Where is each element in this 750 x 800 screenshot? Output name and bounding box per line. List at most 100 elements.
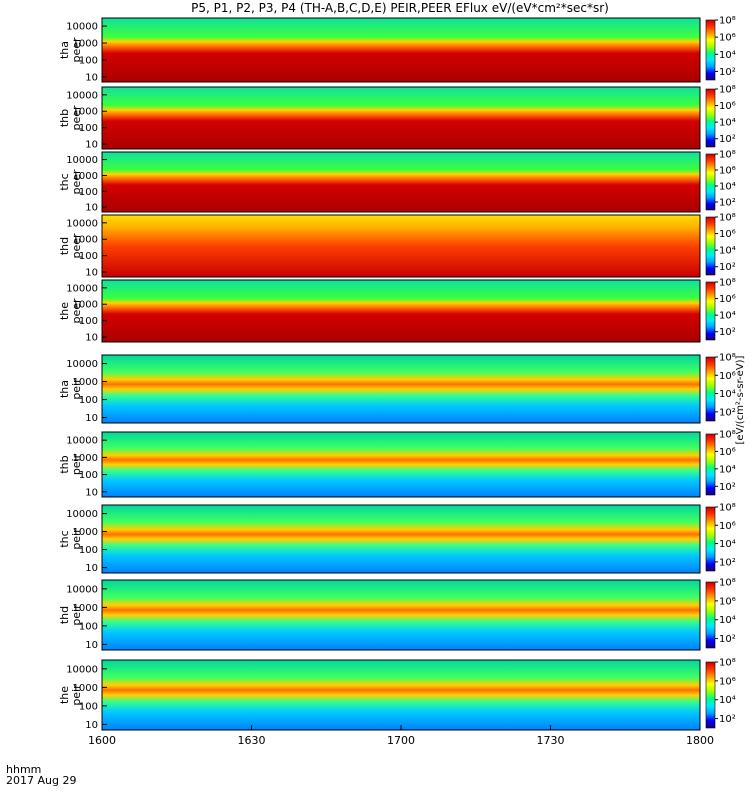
panel-y-label: thdpeer: [58, 233, 83, 259]
colorbar-tick-label: 10⁸: [719, 85, 736, 96]
colorbar-tick-label: 10⁸: [719, 658, 736, 669]
colorbar-tick-label: 10⁴: [719, 464, 736, 475]
colorbar: [705, 216, 716, 276]
panel-y-label: thcpeir: [58, 528, 83, 550]
x-tick-label: 1700: [387, 734, 415, 747]
colorbar-unit-label: [eV/(cm²-s-sr-eV)]: [735, 355, 746, 444]
y-tick-label: 1000: [73, 453, 98, 464]
panel-the-peir: 10 100 1000 10000 thepeir 10² 10⁴ 10⁶ 10⁸: [58, 658, 736, 731]
y-tick-label: 1000: [73, 300, 98, 311]
colorbar-tick-label: 10⁶: [719, 166, 736, 177]
panel-frame: [101, 151, 701, 213]
x-axis-date-label: 2017 Aug 29: [6, 774, 77, 787]
spectrogram-image: [102, 152, 700, 212]
colorbar-tick-label: 10⁴: [719, 182, 736, 193]
panel-frame: [101, 504, 701, 574]
y-tick-label: 10: [85, 268, 98, 279]
y-tick-label: 100: [79, 470, 98, 481]
colorbar-tick-label: 10²: [719, 634, 736, 645]
panel-y-label: thbpeir: [58, 453, 83, 475]
colorbar-tick-label: 10⁴: [719, 389, 736, 400]
y-tick-label: 1000: [73, 171, 98, 182]
colorbar-tick-label: 10⁸: [719, 503, 736, 514]
colorbar-tick-label: 10⁴: [719, 246, 736, 257]
spectrogram-image: [102, 432, 700, 497]
panel-tha-peir: 10 100 1000 10000 thapeir 10² 10⁴ 10⁶ 10⁸: [58, 353, 736, 425]
colorbar-tick-label: 10²: [719, 67, 736, 78]
panel-y-label: thcpeer: [58, 169, 83, 195]
colorbar-tick-label: 10⁴: [719, 695, 736, 706]
y-tick-label: 10: [85, 140, 98, 151]
spectrogram-image: [102, 355, 700, 423]
x-tick-label: 1800: [686, 734, 714, 747]
panel-y-label: thapeir: [58, 378, 83, 400]
y-tick-label: 10: [85, 640, 98, 651]
colorbar-tick-label: 10⁶: [719, 447, 736, 458]
colorbar-tick-label: 10⁴: [719, 50, 736, 61]
colorbar-tick-label: 10⁸: [719, 353, 736, 364]
panel-y-label: thepeir: [58, 684, 83, 706]
colorbar: [705, 19, 716, 81]
panel-thd-peir: 10 100 1000 10000 thdpeir 10² 10⁴ 10⁶ 10⁸: [58, 578, 736, 651]
y-tick-label: 10: [85, 72, 98, 83]
panel-y-label: thbpeer: [58, 105, 83, 131]
y-tick-label: 10000: [66, 664, 98, 675]
y-tick-label: 100: [79, 187, 98, 198]
y-tick-label: 100: [79, 395, 98, 406]
panel-frame: [101, 86, 701, 150]
y-tick-label: 10: [85, 563, 98, 574]
colorbar-tick-label: 10⁸: [719, 150, 736, 161]
colorbar-tick-label: 10⁶: [719, 371, 736, 382]
colorbar-tick-label: 10⁴: [719, 615, 736, 626]
panel-thd-peer: 10 100 1000 10000 thdpeer 10² 10⁴ 10⁶ 10⁸: [58, 213, 736, 279]
y-tick-label: 10: [85, 203, 98, 214]
y-tick-label: 1000: [73, 527, 98, 538]
colorbar-tick-label: 10⁶: [719, 676, 736, 687]
colorbar: [705, 281, 716, 341]
panel-frame: [101, 279, 701, 343]
panel-frame: [101, 17, 701, 83]
colorbar-tick-label: 10⁶: [719, 33, 736, 44]
colorbar-tick-label: 10⁸: [719, 278, 736, 289]
panel-y-label: thepeer: [58, 298, 83, 324]
colorbar: [705, 433, 716, 496]
y-tick-label: 10000: [66, 584, 98, 595]
colorbar: [705, 581, 716, 649]
colorbar-tick-label: 10⁶: [719, 101, 736, 112]
y-tick-label: 100: [79, 123, 98, 134]
y-tick-label: 10: [85, 720, 98, 731]
colorbar-tick-label: 10⁶: [719, 596, 736, 607]
spectrogram-image: [102, 87, 700, 149]
colorbar-tick-label: 10²: [719, 482, 736, 493]
y-tick-label: 10000: [66, 359, 98, 370]
spectrogram-image: [102, 660, 700, 730]
y-tick-label: 100: [79, 701, 98, 712]
y-tick-label: 1000: [73, 107, 98, 118]
spectrogram-image: [102, 215, 700, 277]
y-tick-label: 10000: [66, 155, 98, 166]
y-tick-label: 1000: [73, 683, 98, 694]
panel-y-label: thdpeir: [58, 604, 83, 626]
panel-the-peer: 10 100 1000 10000 thepeer 10² 10⁴ 10⁶ 10⁸: [58, 278, 736, 344]
y-tick-label: 10000: [66, 283, 98, 294]
x-tick-label: 1600: [88, 734, 116, 747]
chart-title: P5, P1, P2, P3, P4 (TH-A,B,C,D,E) PEIR,P…: [191, 1, 609, 15]
colorbar-tick-label: 10⁶: [719, 521, 736, 532]
y-tick-label: 1000: [73, 235, 98, 246]
colorbar-tick-label: 10⁴: [719, 539, 736, 550]
colorbar-tick-label: 10⁸: [719, 578, 736, 589]
colorbar: [705, 506, 716, 572]
y-tick-label: 10000: [66, 436, 98, 447]
colorbar-tick-label: 10²: [719, 262, 736, 273]
y-tick-label: 100: [79, 316, 98, 327]
y-tick-label: 100: [79, 545, 98, 556]
panel-thb-peir: 10 100 1000 10000 thbpeir 10² 10⁴ 10⁶ 10⁸: [58, 430, 736, 499]
x-tick-label: 1630: [238, 734, 266, 747]
y-tick-label: 10000: [66, 22, 98, 33]
colorbar-tick-label: 10²: [719, 134, 736, 145]
colorbar-tick-label: 10²: [719, 714, 736, 725]
panel-thc-peir: 10 100 1000 10000 thcpeir 10² 10⁴ 10⁶ 10⁸: [58, 503, 736, 575]
y-tick-label: 100: [79, 621, 98, 632]
y-tick-label: 10: [85, 413, 98, 424]
